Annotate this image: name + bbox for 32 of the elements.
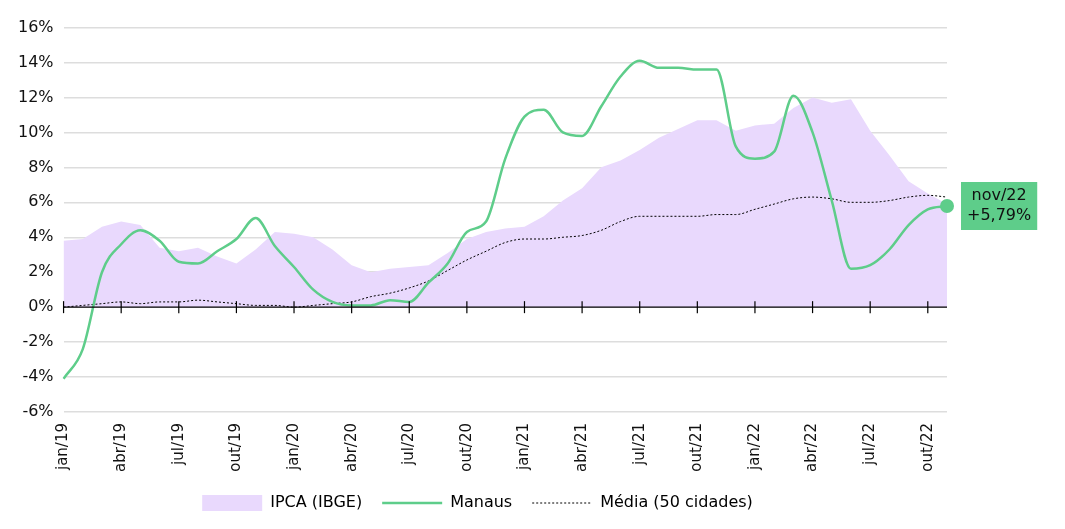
x-tick-label: jan/19 (53, 422, 72, 471)
x-tick-label: jan/20 (283, 422, 302, 471)
x-tick-label: out/19 (226, 422, 245, 472)
x-tick-label: jul/21 (629, 422, 648, 466)
x-tick-label: jul/19 (168, 422, 187, 466)
text: nov/22 +5,79% (967, 185, 1032, 225)
y-tick-label: 4% (28, 226, 54, 246)
x-tick-label: jul/20 (399, 422, 418, 466)
y-tick-label: 16% (18, 16, 54, 36)
x-tick-label: jul/22 (860, 422, 879, 466)
y-tick-label: 8% (28, 156, 54, 176)
legend-label: IPCA (IBGE) (270, 492, 363, 512)
x-tick-label: abr/20 (341, 422, 360, 473)
x-tick-label: abr/21 (571, 422, 590, 473)
y-tick-label: -4% (22, 366, 54, 386)
y-tick-label: 10% (18, 121, 54, 141)
y-tick-label: -6% (22, 401, 54, 421)
legend-label: Manaus (450, 492, 513, 512)
y-tick-label: 6% (28, 191, 54, 211)
y-tick-label: -2% (22, 331, 54, 351)
x-tick-label: abr/22 (802, 422, 821, 473)
y-tick-label: 2% (28, 261, 54, 281)
legend-label: Média (50 cidades) (600, 492, 753, 512)
y-tick-label: 0% (28, 296, 54, 316)
x-tick-label: jan/21 (514, 422, 533, 471)
y-tick-label: 12% (18, 86, 54, 106)
x-tick-label: out/22 (917, 422, 936, 472)
y-tick-label: 14% (18, 51, 54, 71)
x-tick-label: out/20 (456, 422, 475, 472)
x-tick-label: out/21 (687, 422, 706, 472)
x-tick-label: abr/19 (111, 422, 130, 473)
x-tick-label: jan/22 (744, 422, 763, 471)
